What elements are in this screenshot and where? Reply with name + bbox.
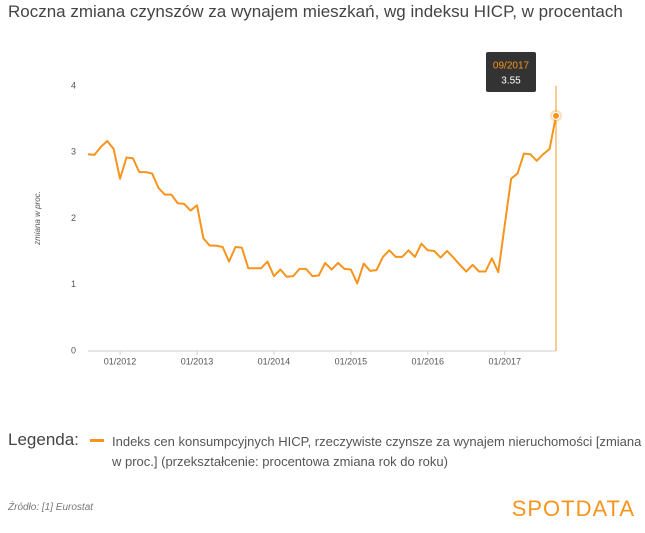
legend-entry[interactable]: Indeks cen konsumpcyjnych HICP, rzeczywi… (112, 434, 642, 469)
x-tick-label: 01/2012 (104, 356, 137, 366)
x-tick-label: 01/2016 (412, 356, 445, 366)
legend-title: Legenda: (8, 430, 79, 449)
y-tick-label: 2 (71, 213, 76, 223)
hover-point (552, 111, 560, 120)
x-tick-label: 01/2013 (181, 356, 214, 366)
y-tick-label: 3 (71, 147, 76, 157)
y-axis-label: zmiana w proc. (33, 191, 42, 246)
y-tick-label: 0 (71, 345, 76, 355)
chart: zmiana w proc. 0 1 2 3 4 01/2012 01/2013 01/201… (33, 52, 562, 366)
tooltip (486, 52, 536, 92)
x-tick-label: 01/2014 (258, 356, 291, 366)
logo: SPOTDATA (511, 496, 635, 521)
y-tick-label: 4 (71, 80, 76, 90)
tooltip-date: 09/2017 (493, 61, 530, 72)
y-tick-label: 1 (71, 279, 76, 289)
source: Źródło: [1] Eurostat (8, 502, 94, 513)
x-tick-label: 01/2017 (488, 356, 521, 366)
line-series (87, 115, 557, 285)
chart-title: Roczna zmiana czynszów za wynajem mieszk… (8, 2, 623, 21)
tooltip-value: 3.55 (501, 76, 521, 87)
x-tick-label: 01/2015 (335, 356, 368, 366)
legend-swatch (90, 439, 104, 442)
